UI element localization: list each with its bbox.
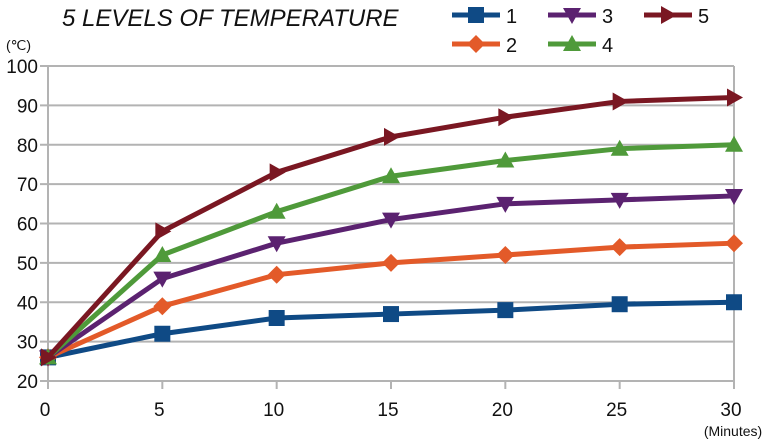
marker-diamond (382, 253, 400, 272)
x-tick-label: 30 (720, 400, 741, 421)
marker-triangle-up (610, 139, 629, 156)
marker-diamond (725, 234, 743, 253)
legend-label: 3 (602, 6, 613, 28)
y-tick-label: 80 (17, 136, 38, 157)
x-tick-label: 20 (492, 400, 513, 421)
marker-triangle-right (727, 88, 743, 107)
marker-triangle-down (563, 8, 581, 24)
legend-label: 2 (506, 35, 517, 57)
series-4 (39, 135, 743, 365)
y-tick-label: 40 (17, 293, 38, 314)
marker-square (268, 310, 285, 326)
y-tick-label: 100 (6, 57, 38, 78)
x-tick-label: 5 (154, 400, 165, 421)
chart-title: 5 LEVELS OF TEMPERATURE (62, 5, 400, 32)
marker-triangle-up (563, 35, 581, 51)
x-tick-label: 10 (263, 400, 284, 421)
series-5 (41, 88, 743, 367)
legend-item-2: 2 (452, 35, 517, 57)
legend-label: 4 (602, 35, 613, 57)
marker-triangle-right (41, 348, 57, 367)
y-tick-label: 50 (17, 254, 38, 275)
marker-diamond (153, 297, 172, 316)
marker-triangle-down (725, 188, 743, 205)
marker-square (154, 325, 171, 342)
marker-square (468, 7, 484, 23)
legend-item-1: 1 (452, 6, 517, 28)
axes (47, 66, 735, 389)
y-tick-label: 20 (17, 372, 38, 393)
marker-triangle-down (267, 236, 286, 253)
series-3 (39, 188, 743, 367)
marker-triangle-right (661, 6, 677, 24)
marker-triangle-down (496, 196, 515, 213)
x-tick-label: 25 (606, 400, 627, 421)
marker-triangle-right (384, 127, 400, 146)
marker-diamond (467, 35, 485, 53)
marker-diamond (267, 265, 286, 284)
marker-square (726, 294, 742, 311)
marker-diamond (496, 246, 515, 264)
legend-label: 5 (698, 6, 709, 28)
marker-triangle-right (498, 108, 515, 127)
y-tick-label: 70 (17, 175, 38, 196)
legend-item-3: 3 (548, 6, 613, 28)
series-group (39, 88, 743, 367)
y-tick-label: 60 (17, 215, 38, 236)
x-axis-unit: (Minutes) (704, 423, 762, 439)
x-tick-label: 15 (377, 400, 398, 421)
x-tick-label: 0 (40, 400, 51, 421)
tick-labels: 20 30 40 50 60 70 80 90 100 0 5 10 15 20 25 30 (6, 57, 741, 421)
grid (40, 65, 734, 382)
marker-triangle-down (382, 212, 400, 229)
y-axis-unit: (℃) (6, 37, 31, 53)
marker-triangle-down (610, 192, 629, 209)
marker-triangle-up (267, 202, 286, 219)
marker-square (383, 306, 399, 323)
marker-triangle-down (153, 271, 172, 288)
legend-item-4: 4 (548, 35, 613, 57)
marker-triangle-right (269, 163, 286, 182)
y-tick-label: 90 (17, 96, 38, 117)
y-tick-label: 30 (17, 333, 38, 354)
marker-triangle-right (612, 92, 629, 111)
marker-triangle-right (155, 222, 172, 241)
legend: 1 2 3 4 5 (452, 6, 709, 57)
legend-label: 1 (506, 6, 517, 28)
marker-square (497, 302, 514, 319)
marker-diamond (610, 238, 629, 257)
marker-triangle-up (382, 167, 400, 184)
marker-triangle-up (153, 246, 172, 262)
marker-triangle-up (496, 151, 515, 168)
legend-item-5: 5 (644, 6, 709, 28)
marker-square (611, 296, 628, 313)
marker-triangle-up (725, 135, 743, 152)
series-1 (40, 294, 742, 366)
